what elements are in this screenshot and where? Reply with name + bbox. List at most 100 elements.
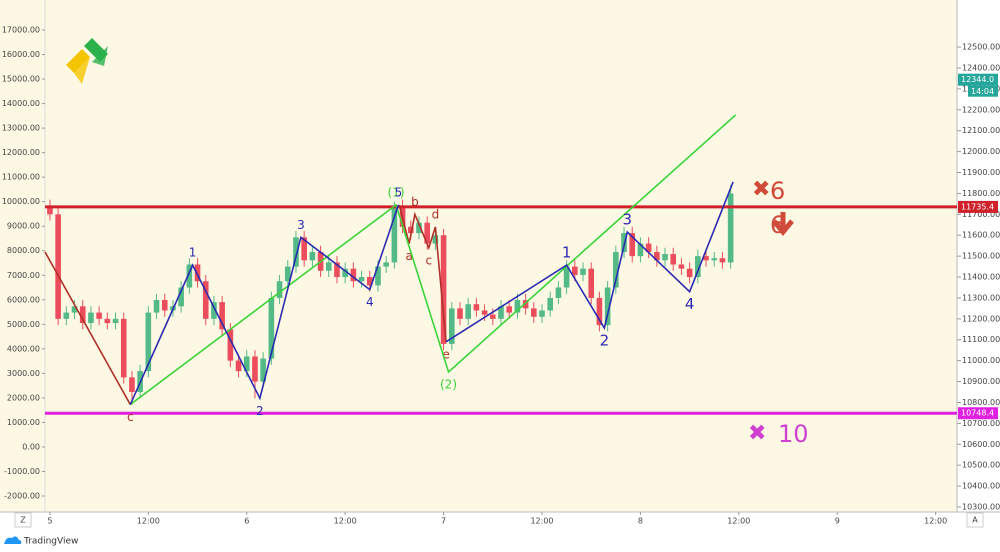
candle-body xyxy=(391,205,398,263)
zoom-button[interactable] xyxy=(14,512,32,528)
candle-body xyxy=(334,262,340,278)
candle-body xyxy=(555,287,562,298)
candle-body xyxy=(358,277,365,282)
wave-label: b xyxy=(411,195,419,209)
candle-body xyxy=(695,256,701,278)
y2-tick-label: 0.00 xyxy=(22,442,40,451)
candle-body xyxy=(55,214,61,319)
x-tick-label: 12:00 xyxy=(137,517,160,526)
y-tick-label: 11800.00 xyxy=(962,189,1000,198)
candle-body xyxy=(678,264,685,269)
countdown-label: 14:04 xyxy=(971,87,994,96)
y-tick-label: 10700.00 xyxy=(962,419,1000,428)
zoom-button-label[interactable]: Z xyxy=(20,516,26,525)
y2-tick-label: 9000.00 xyxy=(7,222,40,231)
y-tick-label: 11300.00 xyxy=(962,293,1000,302)
candle-body xyxy=(432,235,439,244)
y-tick-label: 10400.00 xyxy=(962,482,1000,491)
price-tag-label: 10748.4 xyxy=(961,409,994,418)
y-tick-label: 11400.00 xyxy=(962,273,1000,282)
candle-body xyxy=(506,306,513,313)
y-tick-label: 11900.00 xyxy=(962,168,1000,177)
candle-body xyxy=(194,264,201,282)
last-price-tag xyxy=(958,73,998,86)
y-tick-label: 11200.00 xyxy=(962,314,1000,323)
wave-line xyxy=(129,204,400,405)
y2-tick-label: 6000.00 xyxy=(7,295,40,304)
candle-body xyxy=(243,356,250,372)
candle-body xyxy=(686,268,693,278)
y2-tick-label: 3000.00 xyxy=(7,369,40,378)
candle-body xyxy=(211,302,217,319)
candle-body xyxy=(219,302,225,330)
wave-label: d xyxy=(432,207,440,221)
candle-body xyxy=(153,300,160,313)
candle-body xyxy=(186,264,193,288)
candle-body xyxy=(178,287,184,307)
candle-body xyxy=(120,318,127,378)
wave-label: (1) xyxy=(388,185,405,199)
candle-body xyxy=(473,304,480,311)
wave-label: 2 xyxy=(600,332,610,350)
candle-body xyxy=(457,308,463,319)
auto-scale-label[interactable]: A xyxy=(972,516,978,525)
candle-body xyxy=(284,266,291,282)
candle-body xyxy=(563,266,570,288)
wave-label: 5 xyxy=(395,185,403,199)
candle-body xyxy=(71,306,78,313)
wave-line xyxy=(398,204,447,342)
wave-label: 1 xyxy=(189,246,197,260)
candle-body xyxy=(161,300,168,311)
x-tick-label: 8 xyxy=(638,517,643,526)
y-tick-label: 10800.00 xyxy=(962,398,1000,407)
y2-tick-label: 12000.00 xyxy=(2,148,40,157)
x-tick-label: 12:00 xyxy=(924,517,947,526)
candle-body xyxy=(96,312,102,319)
logo xyxy=(66,38,108,84)
candle-body xyxy=(202,281,209,319)
y-tick-label: 10600.00 xyxy=(962,440,1000,449)
wave-label: e xyxy=(442,347,449,361)
y-tick-label: 12500.00 xyxy=(962,43,1000,52)
y2-tick-label: 16000.00 xyxy=(2,50,40,59)
y-tick-label: 11500.00 xyxy=(962,252,1000,261)
wave-label: a xyxy=(405,249,412,263)
y-tick-label: 10500.00 xyxy=(962,461,1000,470)
candle-body xyxy=(531,308,537,317)
wave-line xyxy=(445,181,734,343)
y-tick-label: 12400.00 xyxy=(962,63,1000,72)
wave-label: 4 xyxy=(685,295,695,313)
y-tick-label: 11100.00 xyxy=(962,335,1000,344)
down-arrow-icon xyxy=(772,212,794,236)
candle-body xyxy=(301,237,307,261)
y2-tick-label: 17000.00 xyxy=(2,26,40,35)
candle-body xyxy=(711,258,718,261)
x-tick-label: 5 xyxy=(47,517,52,526)
candle-body xyxy=(580,268,586,275)
candle-body xyxy=(522,300,529,309)
candle-body xyxy=(572,266,578,275)
candle-body xyxy=(268,297,275,359)
candle-body xyxy=(416,222,422,234)
wave-label: 2 xyxy=(256,404,264,418)
candle-body xyxy=(424,222,430,244)
y2-tick-label: 1000.00 xyxy=(7,418,40,427)
annotation: 6 xyxy=(770,211,785,239)
wave-label: c xyxy=(127,410,134,424)
candle-body xyxy=(465,304,471,319)
countdown-tag xyxy=(968,85,998,97)
candle-body xyxy=(252,356,258,382)
price-tag-label: 11735.4 xyxy=(961,202,994,211)
brand-icon xyxy=(4,536,22,544)
y2-tick-label: 7000.00 xyxy=(7,271,40,280)
y2-tick-label: 13000.00 xyxy=(2,124,40,133)
candle-body xyxy=(383,262,389,267)
auto-scale-button[interactable] xyxy=(966,512,984,528)
candle-body xyxy=(613,251,619,288)
candle-body xyxy=(637,243,644,257)
wave-label: 3 xyxy=(623,211,633,229)
candle-body xyxy=(260,358,266,382)
candle-body xyxy=(407,226,414,234)
x-tick-label: 12:00 xyxy=(530,517,553,526)
